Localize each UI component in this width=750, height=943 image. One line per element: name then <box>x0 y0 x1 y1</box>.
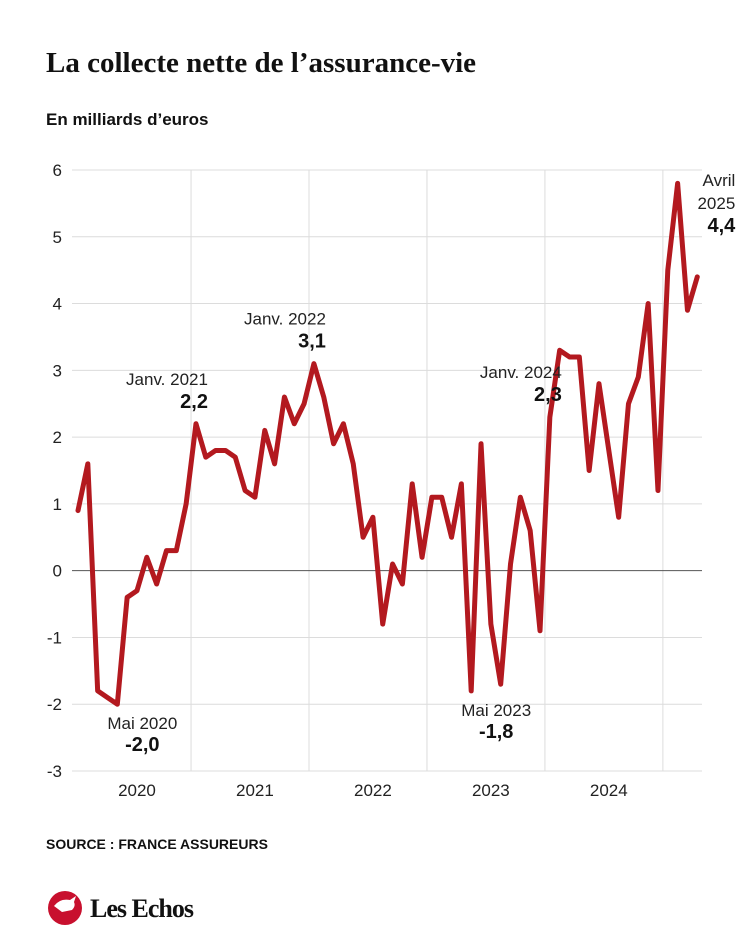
annotation: 2025 <box>697 194 735 213</box>
y-tick-label: 4 <box>53 295 62 314</box>
x-tick-label: 2020 <box>118 781 156 800</box>
y-tick-label: -2 <box>47 695 62 714</box>
chart-title: La collecte nette de l’assurance-vie <box>46 47 476 79</box>
y-tick-label: -3 <box>47 762 62 781</box>
value-label: -1,8 <box>479 721 513 743</box>
x-tick-label: 2022 <box>354 781 392 800</box>
annotation: Janv. 2024 <box>480 363 562 382</box>
value-label: 3,1 <box>298 331 326 353</box>
value-label: 4,4 <box>707 215 736 237</box>
annotation: Mai 2023 <box>461 701 531 720</box>
y-tick-label: 1 <box>53 495 62 514</box>
annotation: Janv. 2022 <box>244 310 326 329</box>
y-tick-label: 5 <box>53 228 62 247</box>
x-tick-label: 2024 <box>590 781 628 800</box>
annotation: Janv. 2021 <box>126 370 208 389</box>
value-label: 2,3 <box>534 384 562 406</box>
line <box>75 180 700 707</box>
logo-icon <box>54 896 76 912</box>
y-tick-label: 3 <box>53 361 62 380</box>
y-tick-label: 6 <box>53 161 62 180</box>
subtitle: En milliards d’euros <box>46 110 209 129</box>
y-tick-label: 0 <box>53 562 62 581</box>
annotation: Avril <box>703 171 736 190</box>
value-label: -2,0 <box>125 734 159 756</box>
annotation: Mai 2020 <box>107 714 177 733</box>
x-tick-label: 2021 <box>236 781 274 800</box>
brand: Les Echos <box>90 894 194 923</box>
y-tick-label: 2 <box>53 428 62 447</box>
value-label: 2,2 <box>180 391 208 413</box>
y-tick-label: -1 <box>47 628 62 647</box>
source: SOURCE : FRANCE ASSUREURS <box>46 836 268 852</box>
x-tick-label: 2023 <box>472 781 510 800</box>
logo: Les Echos <box>48 891 195 925</box>
